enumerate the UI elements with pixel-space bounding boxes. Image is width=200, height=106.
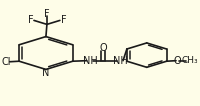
Text: O: O bbox=[174, 56, 181, 66]
Text: NH: NH bbox=[113, 56, 128, 66]
Text: O: O bbox=[99, 43, 107, 53]
Text: Cl: Cl bbox=[2, 57, 11, 67]
Text: N: N bbox=[42, 68, 50, 78]
Text: CH₃: CH₃ bbox=[181, 56, 198, 65]
Text: F: F bbox=[44, 9, 50, 19]
Text: NH: NH bbox=[83, 56, 97, 66]
Text: F: F bbox=[28, 15, 33, 25]
Text: F: F bbox=[61, 15, 66, 25]
